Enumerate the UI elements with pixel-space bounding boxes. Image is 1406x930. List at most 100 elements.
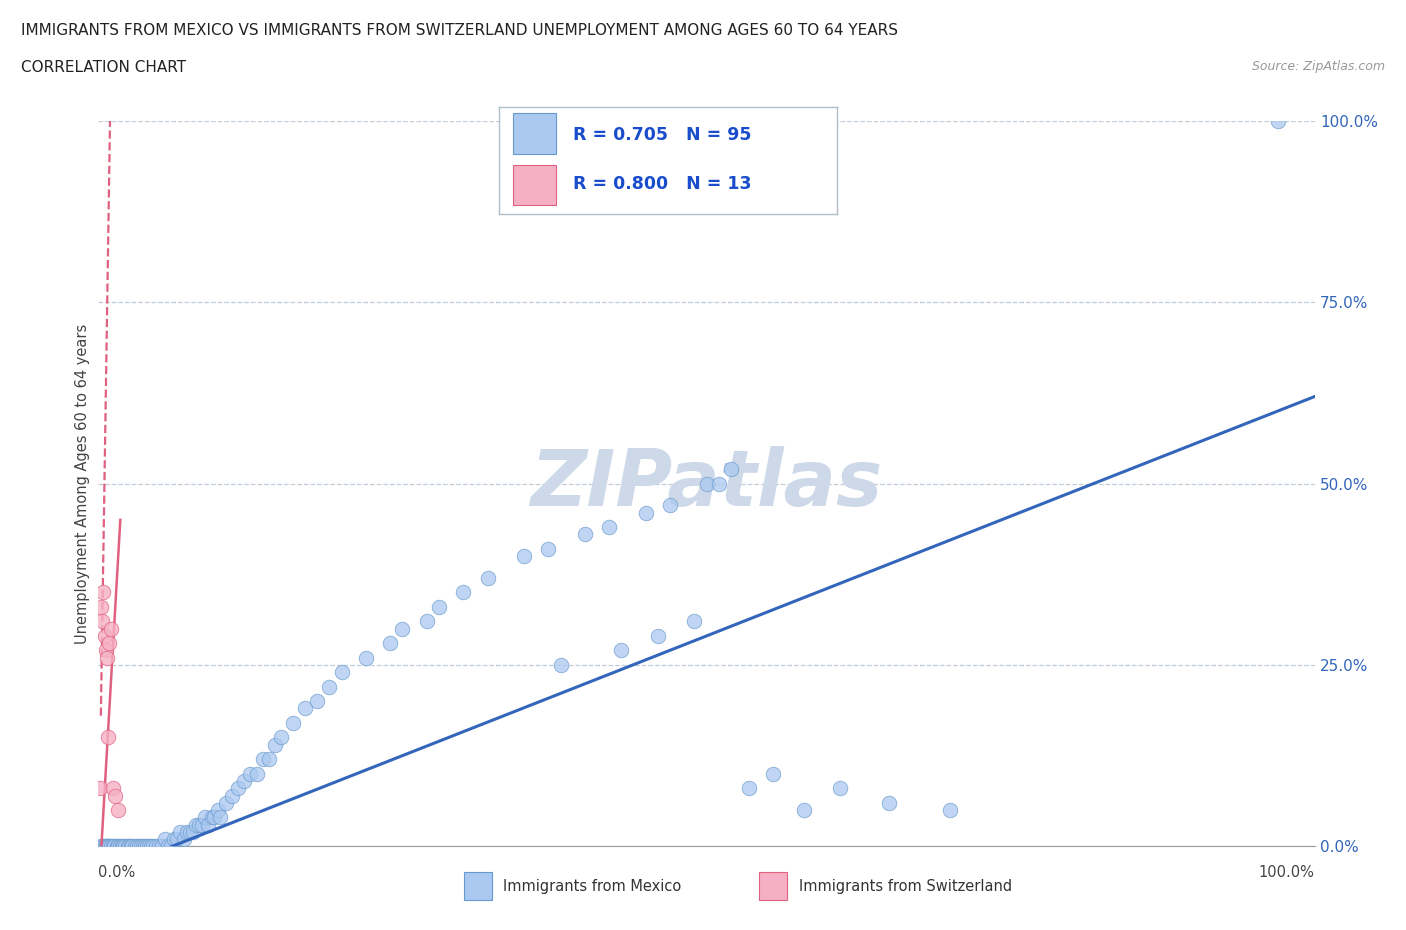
Point xyxy=(101,781,124,796)
Point xyxy=(215,795,238,810)
Point xyxy=(550,658,572,672)
Point xyxy=(138,839,160,854)
Point xyxy=(181,824,204,839)
Point xyxy=(683,614,706,629)
Point xyxy=(877,795,900,810)
Point xyxy=(191,817,214,832)
Point xyxy=(142,839,165,854)
Point xyxy=(90,839,112,854)
Point xyxy=(188,817,211,832)
Point xyxy=(93,629,115,644)
Point xyxy=(939,803,962,817)
Point xyxy=(91,839,114,854)
Point xyxy=(307,694,329,709)
Point xyxy=(127,839,149,854)
Point xyxy=(610,643,633,658)
Point xyxy=(91,614,114,629)
Point xyxy=(477,570,499,585)
Point xyxy=(93,839,115,854)
Point xyxy=(330,665,353,680)
Point xyxy=(416,614,439,629)
Point xyxy=(128,839,150,854)
Point xyxy=(226,781,249,796)
Point xyxy=(294,701,316,716)
Point xyxy=(160,839,183,854)
Point xyxy=(257,751,280,766)
Point xyxy=(176,824,198,839)
Point xyxy=(150,839,173,854)
Point xyxy=(354,650,377,665)
Point xyxy=(513,549,536,564)
Point xyxy=(281,715,304,730)
Text: R = 0.705   N = 95: R = 0.705 N = 95 xyxy=(574,126,752,144)
Point xyxy=(197,817,219,832)
Point xyxy=(391,621,413,636)
Point xyxy=(96,839,118,854)
Point xyxy=(659,498,682,512)
Point xyxy=(252,751,274,766)
Point xyxy=(139,839,162,854)
Bar xyxy=(513,165,557,206)
Point xyxy=(94,643,117,658)
Point xyxy=(166,831,188,846)
Text: 100.0%: 100.0% xyxy=(1258,865,1315,880)
Point xyxy=(245,766,267,781)
Point xyxy=(114,839,136,854)
Y-axis label: Unemployment Among Ages 60 to 64 years: Unemployment Among Ages 60 to 64 years xyxy=(75,324,90,644)
Point xyxy=(90,600,112,615)
Point xyxy=(537,541,560,556)
Bar xyxy=(513,113,557,154)
Point xyxy=(202,810,225,825)
Point xyxy=(156,839,179,854)
Point xyxy=(184,817,207,832)
Point xyxy=(696,476,718,491)
Point xyxy=(100,839,122,854)
Point xyxy=(173,831,195,846)
Point xyxy=(94,839,117,854)
Point xyxy=(98,839,121,854)
Point xyxy=(720,461,742,476)
Point xyxy=(91,585,114,600)
Point xyxy=(380,636,402,651)
Point xyxy=(118,839,141,854)
Point xyxy=(163,831,186,846)
Point xyxy=(453,585,475,600)
Point xyxy=(136,839,159,854)
Point xyxy=(97,730,120,745)
Point xyxy=(107,839,129,854)
Point xyxy=(598,520,620,535)
Point xyxy=(103,839,125,854)
Point xyxy=(233,774,256,789)
Text: CORRELATION CHART: CORRELATION CHART xyxy=(21,60,186,75)
Point xyxy=(98,636,121,651)
Point xyxy=(111,839,134,854)
Point xyxy=(107,803,129,817)
Point xyxy=(145,839,167,854)
Point xyxy=(120,839,142,854)
Point xyxy=(104,788,127,803)
Point xyxy=(207,803,229,817)
Point xyxy=(89,781,111,796)
Point xyxy=(263,737,285,752)
Point xyxy=(194,810,217,825)
Text: 0.0%: 0.0% xyxy=(98,865,135,880)
Point xyxy=(129,839,152,854)
Point xyxy=(100,621,122,636)
Text: IMMIGRANTS FROM MEXICO VS IMMIGRANTS FROM SWITZERLAND UNEMPLOYMENT AMONG AGES 60: IMMIGRANTS FROM MEXICO VS IMMIGRANTS FRO… xyxy=(21,23,898,38)
Point xyxy=(647,629,669,644)
Point xyxy=(209,810,232,825)
Point xyxy=(110,839,132,854)
Point xyxy=(221,788,243,803)
Point xyxy=(762,766,785,781)
Text: Immigrants from Mexico: Immigrants from Mexico xyxy=(503,879,682,894)
Point xyxy=(270,730,292,745)
Text: ZIPatlas: ZIPatlas xyxy=(530,445,883,522)
Point xyxy=(132,839,155,854)
Text: Source: ZipAtlas.com: Source: ZipAtlas.com xyxy=(1251,60,1385,73)
Point xyxy=(318,679,340,694)
Point xyxy=(738,781,761,796)
Point xyxy=(239,766,262,781)
Point xyxy=(101,839,124,854)
Point xyxy=(121,839,143,854)
Point xyxy=(124,839,146,854)
